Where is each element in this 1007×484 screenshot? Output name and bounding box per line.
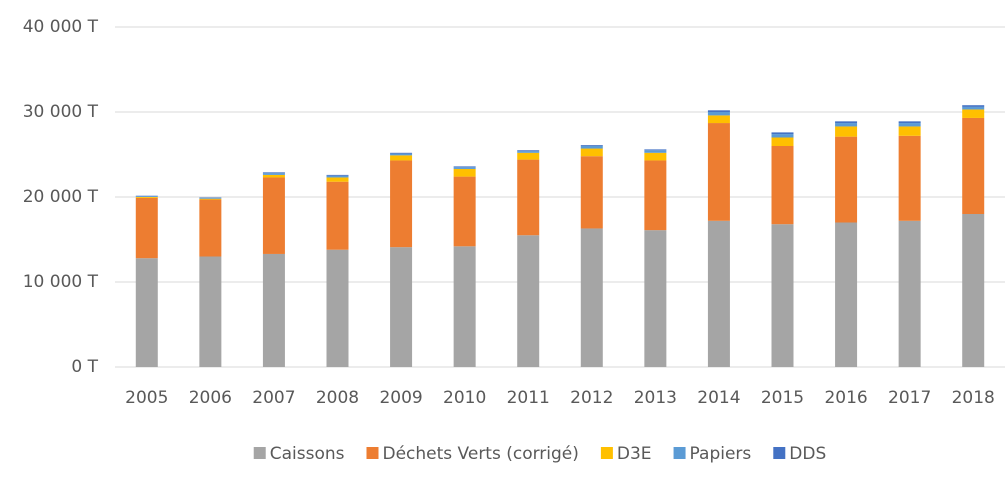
bar-segment: [326, 249, 349, 367]
bar-segment: [835, 136, 858, 223]
legend-label: Déchets Verts (corrigé): [382, 444, 578, 464]
bar-segment: [262, 174, 285, 178]
bar-segment: [644, 149, 667, 151]
bar-segment: [453, 246, 476, 367]
bar-segment: [453, 168, 476, 177]
bar-segment: [707, 123, 730, 221]
bar-segment: [135, 196, 158, 197]
x-tick-label: 2016: [824, 388, 867, 408]
bar-segment: [517, 235, 540, 367]
legend-label: DDS: [789, 444, 826, 464]
bar-segment: [707, 115, 730, 124]
bar-segment: [771, 146, 794, 225]
bar-segment: [898, 126, 921, 136]
bar-segment: [835, 126, 858, 137]
bar-segment: [453, 166, 476, 168]
bar-segment: [390, 160, 413, 248]
bar-segment: [898, 121, 921, 124]
bar-segment: [771, 134, 794, 138]
legend-swatch: [600, 447, 613, 459]
legend-label: D3E: [617, 444, 652, 464]
y-tick-label: 0 T: [71, 357, 98, 377]
x-tick-label: 2017: [888, 388, 931, 408]
bar-segment: [326, 177, 349, 182]
x-tick-label: 2015: [761, 388, 804, 408]
x-tick-label: 2006: [189, 388, 232, 408]
bar-segment: [962, 106, 985, 110]
x-tick-label: 2012: [570, 388, 613, 408]
bar-segment: [707, 220, 730, 367]
bar-segment: [199, 199, 222, 257]
bar-segment: [262, 172, 285, 174]
bar-segment: [580, 228, 603, 367]
legend-swatch: [773, 447, 786, 459]
bar-segment: [644, 230, 667, 367]
bar-segment: [962, 117, 985, 214]
bar-segment: [199, 197, 222, 199]
bar-segment: [517, 150, 540, 152]
legend-label: Papiers: [690, 444, 752, 464]
bar-segment: [580, 146, 603, 149]
x-tick-label: 2010: [443, 388, 486, 408]
bar-segment: [199, 198, 222, 200]
legend-swatch: [366, 447, 379, 459]
bar-segment: [262, 173, 285, 175]
x-tick-label: 2007: [252, 388, 295, 408]
bar-segment: [644, 152, 667, 161]
bar-segment: [262, 177, 285, 254]
y-tick-label: 30 000 T: [23, 102, 99, 122]
legend: Caissons Déchets Verts (corrigé) D3E Papier…: [253, 444, 826, 464]
bar-segment: [835, 121, 858, 124]
bar-segment: [326, 174, 349, 176]
x-tick-label: 2005: [125, 388, 168, 408]
bar-segment: [707, 110, 730, 112]
y-tick-label: 10 000 T: [23, 272, 99, 292]
bar-segment: [326, 181, 349, 250]
bar-segment: [580, 145, 603, 146]
x-tick-label: 2018: [952, 388, 995, 408]
bar-segment: [135, 197, 158, 198]
x-tick-label: 2014: [697, 388, 740, 408]
bar-segment: [644, 160, 667, 231]
bar-segment: [962, 214, 985, 367]
x-tick-label: 2008: [316, 388, 359, 408]
bar-segment: [898, 123, 921, 127]
bar-segment: [962, 109, 985, 118]
bar-segment: [771, 132, 794, 135]
y-tick-label: 40 000 T: [23, 17, 99, 37]
bar-segment: [644, 150, 667, 153]
x-tick-label: 2011: [507, 388, 550, 408]
bar-segment: [898, 135, 921, 221]
bar-segment: [135, 258, 158, 367]
bar-segment: [771, 224, 794, 367]
bar-segment: [771, 137, 794, 146]
bar-segment: [326, 175, 349, 178]
bar-segment: [517, 152, 540, 160]
y-tick-label: 20 000 T: [23, 187, 99, 207]
bar-segment: [135, 197, 158, 259]
bar-segment: [580, 148, 603, 157]
legend-label: Caissons: [270, 444, 345, 464]
legend-swatch: [673, 447, 686, 459]
bar-segment: [262, 253, 285, 367]
x-tick-label: 2009: [379, 388, 422, 408]
bar-segment: [962, 105, 985, 107]
bar-segment: [199, 256, 222, 367]
bar-segment: [580, 156, 603, 229]
bar-segment: [517, 151, 540, 153]
bar-segment: [517, 159, 540, 236]
bar-segment: [835, 123, 858, 127]
legend-swatch: [253, 447, 266, 459]
bar-segment: [390, 152, 413, 154]
bar-segment: [898, 220, 921, 367]
bar-segment: [390, 155, 413, 161]
bar-segment: [390, 153, 413, 156]
bar-segment: [835, 222, 858, 367]
bar-segment: [453, 176, 476, 247]
bar-segment: [707, 112, 730, 116]
x-tick-label: 2013: [634, 388, 677, 408]
bar-segment: [453, 167, 476, 169]
bar-segment: [390, 247, 413, 367]
